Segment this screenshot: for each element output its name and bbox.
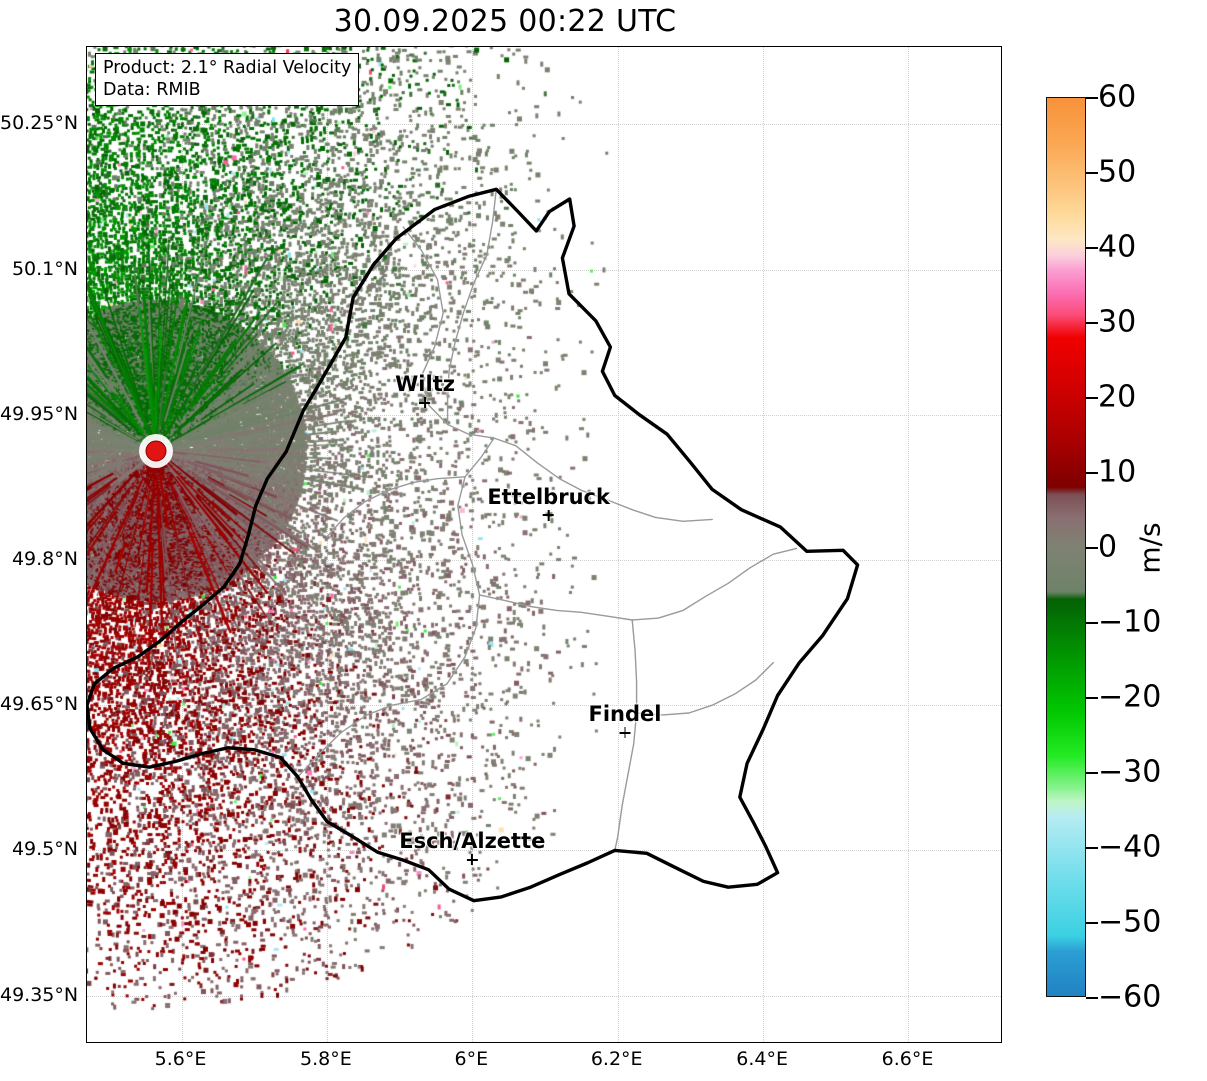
x-axis-tick-label: 6.4°E — [736, 1048, 788, 1070]
colorbar-tick-label: 20 — [1098, 379, 1137, 415]
colorbar-tick — [1086, 997, 1098, 999]
page-title: 30.09.2025 00:22 UTC — [333, 4, 677, 39]
colorbar-tick — [1086, 247, 1098, 249]
colorbar-tick-label: −20 — [1098, 679, 1162, 715]
colorbar-unit-label: m/s — [1133, 522, 1167, 574]
colorbar-tick — [1086, 472, 1098, 474]
colorbar-tick-label: 10 — [1098, 454, 1137, 490]
colorbar-tick-label: −40 — [1098, 829, 1162, 865]
data-source-line: Data: RMIB — [103, 80, 201, 101]
y-axis-tick-label: 49.5°N — [11, 838, 78, 861]
x-axis-tick-label: 6.2°E — [590, 1048, 643, 1070]
colorbar-tick-label: −10 — [1098, 604, 1162, 640]
colorbar-tick-label: −50 — [1098, 904, 1162, 940]
radar-site-marker — [145, 440, 167, 462]
colorbar-tick — [1086, 547, 1098, 549]
colorbar — [1046, 97, 1098, 999]
radar-plot-panel: Wiltz Ettelbruck Findel Esch/Alzette Produc… — [86, 46, 1002, 1043]
district-border-line — [446, 188, 497, 426]
colorbar-tick — [1086, 97, 1098, 99]
x-axis-tick-label: 6°E — [454, 1048, 489, 1070]
city-name: Wiltz — [395, 372, 455, 397]
country-border-luxembourg — [87, 187, 860, 903]
x-axis-tick-label: 5.6°E — [154, 1048, 207, 1070]
city-name: Esch/Alzette — [399, 829, 546, 854]
city-label-wiltz: Wiltz — [395, 372, 455, 409]
y-axis-tick-label: 49.8°N — [11, 548, 78, 571]
colorbar-tick-label: 50 — [1098, 154, 1137, 190]
district-border-line — [326, 476, 466, 538]
city-cross-marker — [588, 726, 661, 739]
colorbar-tick — [1086, 772, 1098, 774]
city-cross-marker — [487, 509, 610, 522]
map-borders-layer — [87, 187, 860, 903]
colorbar-tick — [1086, 622, 1098, 624]
city-name: Ettelbruck — [487, 484, 610, 509]
district-border-line — [478, 547, 798, 621]
colorbar-tick — [1086, 172, 1098, 174]
city-cross-marker — [395, 396, 455, 409]
colorbar-tick — [1086, 322, 1098, 324]
district-border-line — [297, 437, 495, 778]
colorbar-tick — [1086, 697, 1098, 699]
colorbar-tick-label: 40 — [1098, 229, 1137, 265]
district-border-line — [614, 619, 638, 852]
y-axis-tick-label: 50.25°N — [0, 112, 79, 135]
x-axis-tick-label: 6.6°E — [881, 1048, 934, 1070]
city-cross-marker — [399, 853, 545, 866]
y-axis-tick-label: 50.1°N — [11, 257, 78, 280]
colorbar-tick-label: 60 — [1098, 79, 1137, 115]
x-axis-tick-label: 5.8°E — [300, 1048, 352, 1070]
colorbar-tick — [1086, 397, 1098, 399]
colorbar-tick-label: 30 — [1098, 304, 1137, 340]
y-axis-tick-label: 49.65°N — [0, 693, 79, 716]
colorbar-tick — [1086, 847, 1098, 849]
district-border-line — [635, 661, 774, 716]
colorbar-gradient — [1046, 97, 1086, 997]
product-info-box: Product: 2.1° Radial Velocity Data: RMIB — [95, 53, 360, 107]
radar-echo-layer — [87, 47, 1001, 1042]
city-label-esch-alzette: Esch/Alzette — [399, 829, 545, 866]
colorbar-tick-label: −60 — [1098, 979, 1162, 1015]
colorbar-tick — [1086, 922, 1098, 924]
city-label-findel: Findel — [588, 702, 661, 739]
y-axis-tick-label: 49.95°N — [0, 402, 79, 425]
city-label-ettelbruck: Ettelbruck — [487, 485, 610, 522]
plot-clip-region: Wiltz Ettelbruck Findel Esch/Alzette — [87, 47, 1001, 1042]
city-name: Findel — [588, 702, 662, 727]
product-line: Product: 2.1° Radial Velocity — [103, 58, 352, 78]
y-axis-tick-label: 49.35°N — [0, 983, 79, 1006]
colorbar-tick-label: 0 — [1098, 529, 1118, 565]
colorbar-tick-label: −30 — [1098, 754, 1162, 790]
